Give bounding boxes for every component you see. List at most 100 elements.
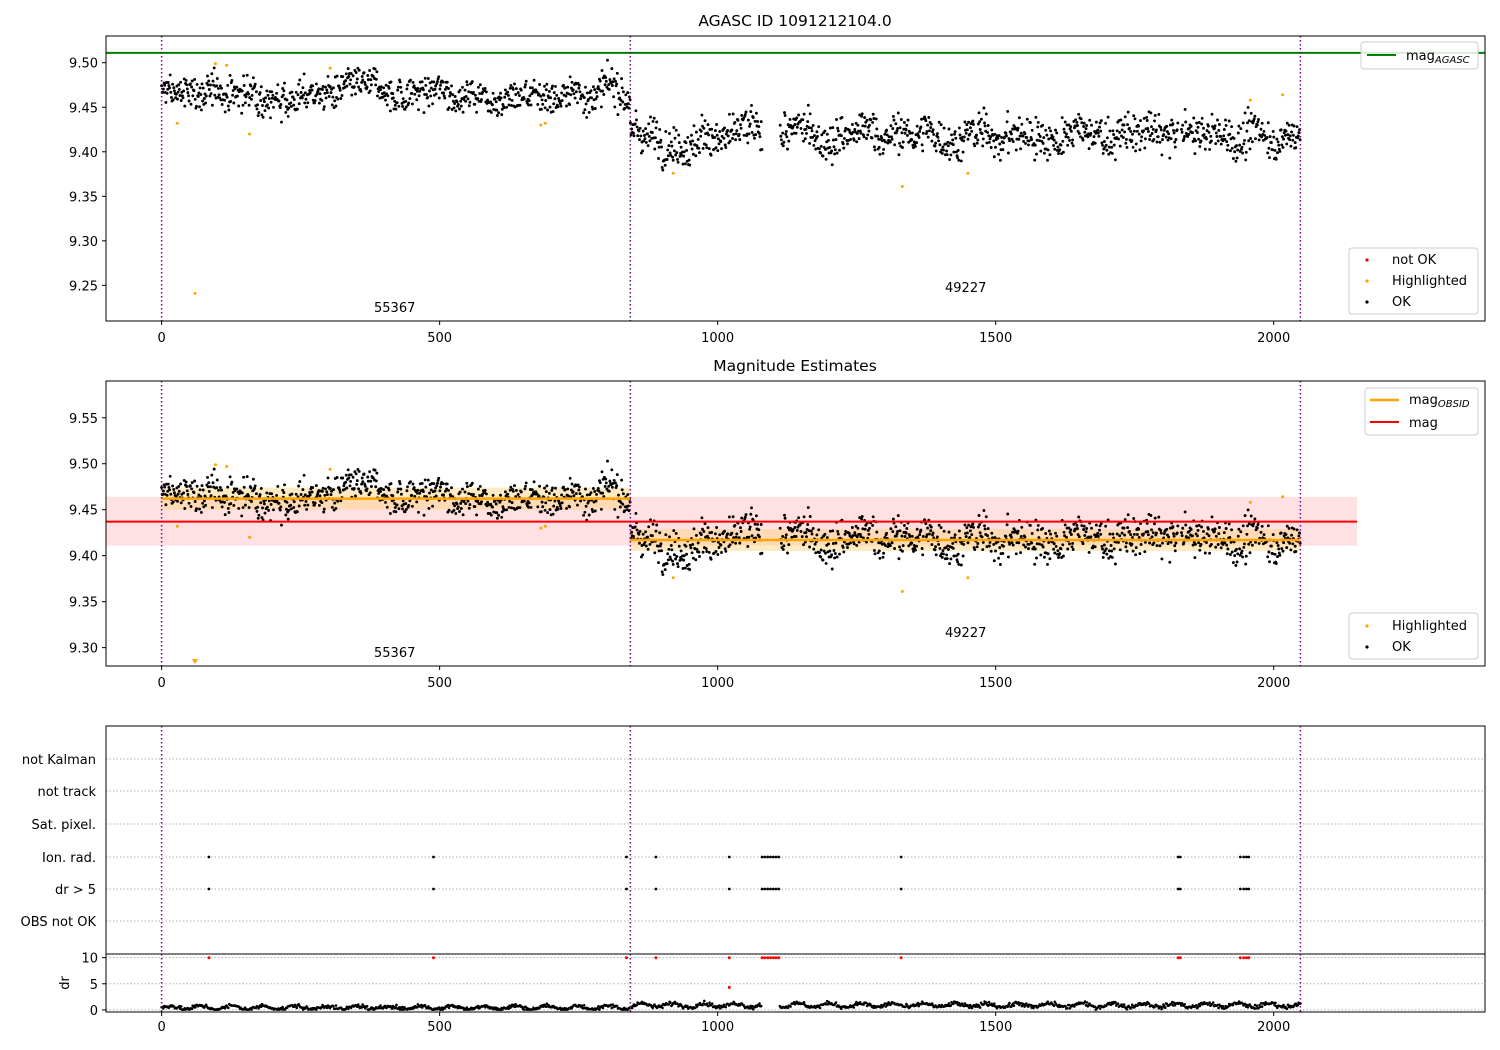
ok-point: [190, 79, 194, 83]
ok-point: [896, 530, 900, 533]
ok-point: [1004, 535, 1008, 538]
ok-point: [433, 489, 437, 493]
ok-point: [282, 89, 286, 93]
ok-point: [577, 83, 581, 87]
ok-point: [333, 501, 337, 505]
ok-point: [389, 482, 393, 486]
ok-point: [514, 87, 518, 91]
ok-point: [951, 541, 955, 545]
ok-point: [924, 119, 928, 123]
ok-point: [263, 511, 267, 515]
ok-point: [710, 530, 714, 534]
ok-point: [887, 135, 891, 139]
ok-point: [579, 97, 583, 101]
ok-point: [1171, 122, 1175, 126]
ok-point: [980, 132, 984, 136]
ok-point: [832, 549, 836, 552]
ok-point: [647, 525, 651, 529]
ok-point: [654, 529, 658, 533]
ok-point: [578, 492, 582, 496]
ok-point: [1265, 135, 1269, 139]
ok-point: [1237, 124, 1241, 128]
ok-point: [539, 510, 543, 514]
ok-point: [874, 117, 878, 121]
ok-point: [1072, 522, 1076, 526]
ok-point: [546, 511, 550, 515]
ok-point: [1010, 137, 1014, 141]
ok-point: [1172, 532, 1175, 536]
ok-point: [1111, 532, 1115, 536]
ok-point: [195, 484, 199, 488]
ok-point: [583, 108, 587, 112]
ok-point: [1288, 541, 1292, 545]
ok-point: [183, 507, 187, 510]
ok-point: [226, 83, 230, 87]
ok-point: [648, 139, 652, 143]
ok-point: [824, 147, 827, 151]
ok-point: [317, 489, 321, 493]
dr-point: [598, 1008, 601, 1011]
ok-point: [302, 72, 306, 76]
flag-point: [769, 855, 772, 859]
ok-point: [1061, 150, 1065, 154]
ok-point: [265, 103, 269, 107]
ok-point: [626, 493, 630, 497]
ok-point: [450, 510, 454, 514]
ok-point: [276, 484, 280, 488]
ok-point: [591, 107, 595, 111]
ok-point: [1283, 133, 1287, 137]
ok-point: [635, 125, 639, 129]
ok-point: [243, 101, 247, 105]
obsid-label-55367-2: 55367: [374, 646, 415, 661]
ok-point: [324, 96, 328, 100]
ok-point: [918, 129, 922, 133]
dr-point: [347, 1007, 350, 1011]
ok-point: [1235, 156, 1239, 160]
ok-point: [962, 139, 966, 143]
ok-point: [794, 131, 798, 135]
ok-point: [495, 511, 499, 515]
ok-point: [843, 532, 847, 536]
ok-point: [908, 131, 912, 135]
ok-point: [808, 545, 812, 549]
ok-point: [551, 512, 555, 516]
ok-point: [321, 486, 325, 490]
highlighted-point: [900, 185, 904, 188]
ok-point: [304, 97, 308, 101]
ok-point: [868, 123, 871, 127]
ok-point: [1001, 148, 1005, 152]
ok-point: [499, 96, 503, 100]
ok-point: [174, 92, 178, 96]
ok-point: [797, 516, 801, 520]
dr-point: [904, 1005, 907, 1009]
ok-point: [817, 551, 821, 555]
ok-point: [615, 473, 619, 477]
ok-point: [1172, 534, 1176, 538]
ok-point: [833, 152, 837, 156]
ok-point: [1039, 149, 1043, 153]
ok-point: [1294, 146, 1298, 150]
ok-point: [297, 504, 301, 508]
ok-point: [885, 133, 889, 137]
legend-mag: mag: [1409, 416, 1438, 431]
ok-point: [660, 165, 664, 169]
ok-point: [1100, 141, 1104, 145]
ok-point: [713, 129, 717, 133]
ok-point: [1197, 523, 1201, 527]
ok-point: [921, 535, 925, 538]
ok-point: [641, 532, 645, 536]
ok-point: [323, 91, 327, 95]
ok-point: [716, 137, 720, 141]
ok-point: [394, 510, 398, 514]
ok-point: [982, 106, 986, 110]
ok-point: [902, 121, 906, 124]
flag-point: [432, 855, 435, 859]
ok-point: [1293, 141, 1297, 145]
ok-point: [1191, 543, 1195, 547]
ok-point: [1275, 541, 1279, 545]
ok-point: [989, 146, 993, 149]
ok-point: [1059, 547, 1063, 551]
ok-point: [747, 132, 751, 136]
ok-point: [289, 101, 293, 105]
ok-point: [1173, 549, 1177, 553]
